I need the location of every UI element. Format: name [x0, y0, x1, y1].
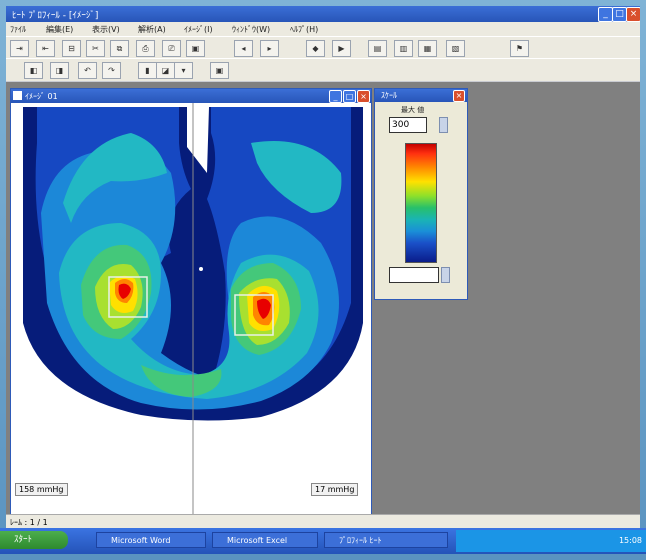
- menu-bar: ﾌｧｲﾙ 編集(E) 表示(V) 解析(A) ｲﾒｰｼﾞ(I) ｳｨﾝﾄﾞｳ(W…: [6, 22, 640, 36]
- image-window-titlebar: ｲﾒｰｼﾞ 01 _ □ ×: [11, 89, 371, 103]
- menu-image[interactable]: ｲﾒｰｼﾞ(I): [184, 25, 213, 34]
- tool-button[interactable]: ◆: [306, 40, 325, 57]
- tool-button[interactable]: ▦: [418, 40, 437, 57]
- tool-button[interactable]: ▣: [210, 62, 229, 79]
- image-close-button[interactable]: ×: [357, 90, 370, 103]
- minimize-button[interactable]: _: [598, 7, 613, 22]
- task-excel[interactable]: Microsoft Excel: [212, 532, 318, 548]
- tool-button[interactable]: ⧉: [110, 40, 129, 57]
- scale-max-spinner[interactable]: [439, 117, 448, 133]
- toolbar-main: ⇥ ⇤ ⊟ ✂ ⧉ ⎙ ⎚ ▣ ◂ ▸ ◆ ▶ ▤ ▥ ▦ ▧ ⚑: [6, 36, 640, 59]
- maximize-button[interactable]: □: [612, 7, 627, 22]
- scale-max-input[interactable]: 300: [389, 117, 427, 133]
- taskbar: ｽﾀｰﾄ Microsoft Word Microsoft Excel ﾌﾟﾛﾌ…: [0, 528, 646, 554]
- flag-icon[interactable]: ⚑: [510, 40, 529, 57]
- system-tray: 15:08: [456, 530, 646, 552]
- frame-indicator: ﾚｰﾑ : 1 / 1: [10, 518, 48, 527]
- task-word[interactable]: Microsoft Word: [96, 532, 206, 548]
- tool-button[interactable]: ⎙: [136, 40, 155, 57]
- undo-icon[interactable]: ↶: [78, 62, 97, 79]
- tool-button[interactable]: ⎚: [162, 40, 181, 57]
- tool-button[interactable]: ◧: [24, 62, 43, 79]
- tool-button[interactable]: ⊟: [62, 40, 81, 57]
- redo-icon[interactable]: ↷: [102, 62, 121, 79]
- tool-button[interactable]: ▣: [186, 40, 205, 57]
- menu-view[interactable]: 表示(V): [92, 25, 120, 34]
- scale-label: 最大 値: [401, 106, 425, 114]
- scale-chip-left: 158 mmHg: [15, 483, 68, 496]
- app-window: ﾋｰﾄ ﾌﾟﾛﾌｨｰﾙ - [ｲﾒｰｼﾞ] _ □ × ﾌｧｲﾙ 編集(E) 表…: [6, 6, 640, 554]
- roi-left[interactable]: [108, 276, 148, 318]
- heatmap-level-8: [115, 279, 275, 326]
- menu-window[interactable]: ｳｨﾝﾄﾞｳ(W): [232, 25, 271, 34]
- menu-analyze[interactable]: 解析(A): [138, 25, 166, 34]
- image-window: ｲﾒｰｼﾞ 01 _ □ ×: [10, 88, 372, 520]
- tool-button[interactable]: ⇤: [36, 40, 55, 57]
- start-button[interactable]: ｽﾀｰﾄ: [0, 531, 68, 549]
- tool-button[interactable]: ◨: [50, 62, 69, 79]
- clock: 15:08: [618, 536, 642, 545]
- tool-button[interactable]: ▥: [394, 40, 413, 57]
- scale-min-spinner[interactable]: [441, 267, 450, 283]
- scale-window-titlebar: ｽｹｰﾙ ×: [375, 89, 467, 102]
- image-minimize-button[interactable]: _: [329, 90, 342, 103]
- roi-right[interactable]: [234, 294, 274, 336]
- scale-min-input[interactable]: [389, 267, 439, 283]
- tool-button[interactable]: ▶: [332, 40, 351, 57]
- tool-button[interactable]: ▧: [446, 40, 465, 57]
- close-button[interactable]: ×: [626, 7, 640, 22]
- image-window-icon: [13, 91, 22, 100]
- tool-button[interactable]: ◪: [156, 62, 175, 79]
- status-bar: ﾚｰﾑ : 1 / 1: [6, 514, 640, 529]
- dropdown-icon[interactable]: ▾: [174, 62, 193, 79]
- menu-file[interactable]: ﾌｧｲﾙ: [10, 25, 26, 34]
- tool-button[interactable]: ▸: [260, 40, 279, 57]
- tool-button[interactable]: ▮: [138, 62, 157, 79]
- pressure-heatmap[interactable]: [11, 103, 371, 519]
- toolbar-secondary: ◧ ◨ ↶ ↷ ▮ ◪ ▾ ▣: [6, 58, 640, 81]
- center-marker: [199, 267, 203, 271]
- scale-chip-right: 17 mmHg: [311, 483, 359, 496]
- image-window-title: ｲﾒｰｼﾞ 01: [25, 92, 58, 101]
- tool-button[interactable]: ◂: [234, 40, 253, 57]
- tool-button[interactable]: ✂: [86, 40, 105, 57]
- app-titlebar: ﾋｰﾄ ﾌﾟﾛﾌｨｰﾙ - [ｲﾒｰｼﾞ] _ □ ×: [6, 6, 640, 22]
- scale-close-button[interactable]: ×: [453, 90, 465, 102]
- menu-help[interactable]: ﾍﾙﾌﾟ(H): [290, 25, 319, 34]
- menu-edit[interactable]: 編集(E): [46, 25, 74, 34]
- app-title: ﾋｰﾄ ﾌﾟﾛﾌｨｰﾙ - [ｲﾒｰｼﾞ]: [12, 11, 99, 21]
- heatmap-level-4-top: [63, 133, 342, 223]
- image-maximize-button[interactable]: □: [343, 90, 356, 103]
- tool-button[interactable]: ⇥: [10, 40, 29, 57]
- scale-window: ｽｹｰﾙ × 最大 値 300: [374, 88, 468, 300]
- scale-window-title: ｽｹｰﾙ: [381, 91, 397, 100]
- tool-button[interactable]: ▤: [368, 40, 387, 57]
- workspace: ｲﾒｰｼﾞ 01 _ □ ×: [6, 82, 640, 520]
- color-scale-bar: [405, 143, 437, 263]
- task-profile[interactable]: ﾌﾟﾛﾌｨｰﾙ ﾋｰﾄ: [324, 532, 448, 548]
